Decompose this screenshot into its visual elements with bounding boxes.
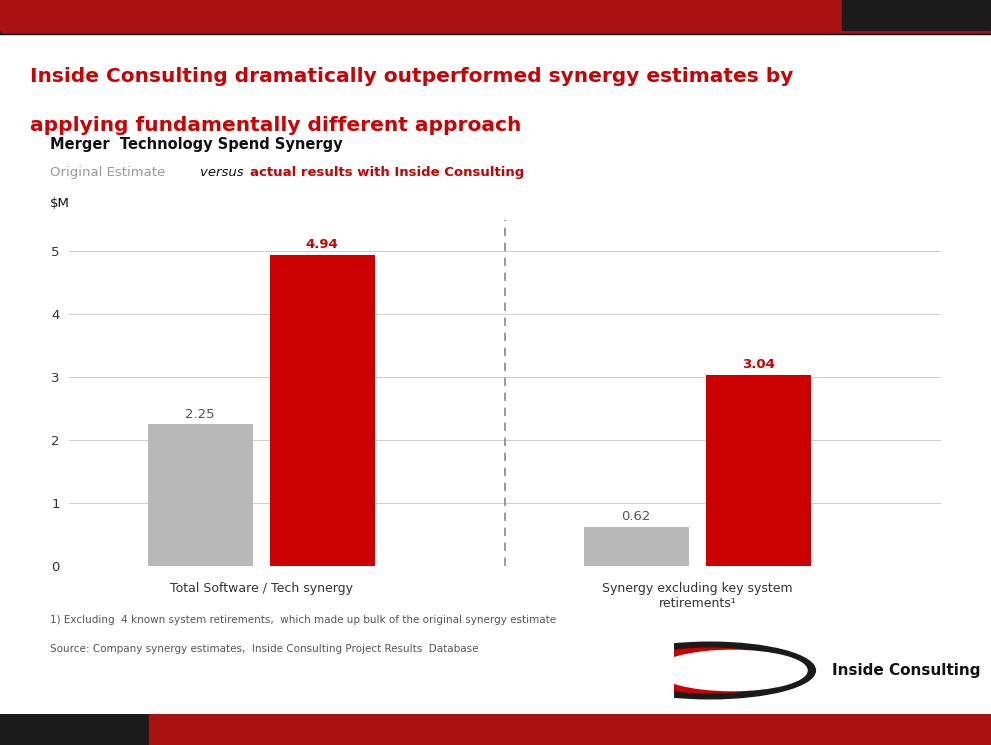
Bar — [270, 255, 375, 566]
Text: Original Estimate: Original Estimate — [50, 166, 173, 179]
Bar — [0, 0, 842, 31]
Text: actual results with Inside Consulting: actual results with Inside Consulting — [250, 166, 524, 179]
Circle shape — [657, 650, 807, 691]
Text: Inside Consulting: Inside Consulting — [832, 663, 980, 678]
Text: $M: $M — [50, 197, 69, 210]
Polygon shape — [813, 0, 991, 34]
Text: Inside Consulting dramatically outperformed synergy estimates by: Inside Consulting dramatically outperfor… — [30, 67, 793, 86]
Bar — [149, 714, 991, 745]
Text: applying fundamentally different approach: applying fundamentally different approac… — [30, 116, 521, 136]
Bar — [0, 714, 149, 745]
Text: 0.62: 0.62 — [621, 510, 651, 524]
Text: 3.04: 3.04 — [742, 358, 775, 371]
Text: 1) Excluding  4 known system retirements,  which made up bulk of the original sy: 1) Excluding 4 known system retirements,… — [50, 615, 556, 624]
Circle shape — [626, 648, 793, 693]
Bar — [148, 425, 253, 566]
Bar — [584, 527, 689, 566]
Bar — [706, 375, 811, 566]
Text: 2.25: 2.25 — [185, 408, 215, 421]
Bar — [842, 0, 991, 31]
Text: Source: Company synergy estimates,  Inside Consulting Project Results  Database: Source: Company synergy estimates, Insid… — [50, 644, 478, 654]
Text: versus: versus — [199, 166, 248, 179]
Text: Merger  Technology Spend Synergy: Merger Technology Spend Synergy — [50, 136, 342, 151]
Circle shape — [605, 642, 816, 699]
Text: 4.94: 4.94 — [306, 238, 339, 251]
